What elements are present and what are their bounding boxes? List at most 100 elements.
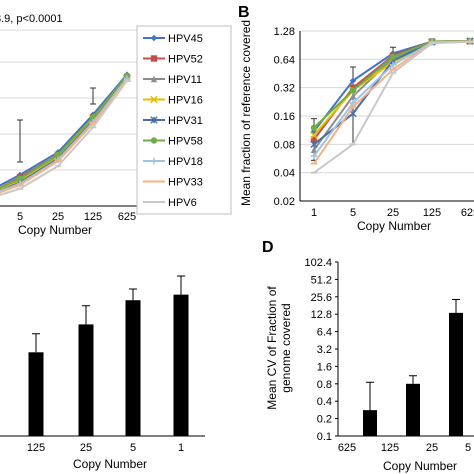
panel-c-error-bar (82, 305, 90, 325)
panel-d: D Mean CV of Fraction of genome covered … (262, 239, 474, 473)
panel-b-series (310, 37, 474, 174)
panel-b-x-tick-1: 1 (311, 207, 317, 219)
panel-d-y-tick-12-8: 12.8 (311, 309, 332, 321)
panel-b-x-tick-625: 625 (461, 207, 474, 219)
panel-a-x-tick-5: 5 (17, 211, 23, 223)
panel-d-y-title-line2: genome covered (279, 303, 293, 392)
panel-b-x-tick-25: 25 (387, 207, 399, 219)
legend-label-hpv58: HPV58 (168, 136, 203, 148)
panel-b-point-hpv11 (310, 146, 318, 153)
panel-b-x-title: Copy Number (357, 219, 431, 233)
panel-b-point-hpv58 (389, 53, 397, 61)
panel-a-x-ticks: 5 25 125 625 (17, 211, 136, 223)
panel-b-point-hpv18 (389, 61, 397, 68)
panel-b-y-title: Mean fraction of reference covered (239, 20, 253, 206)
panel-a-x-tick-125: 125 (84, 211, 102, 223)
panel-b-point-hpv16 (310, 131, 318, 139)
legend-label-hpv11: HPV11 (168, 74, 202, 86)
panel-a-point-hpv58 (16, 175, 24, 182)
panel-a-line-hpv45 (0, 73, 128, 187)
panel-d-y-tick-25-6: 25.6 (311, 292, 332, 304)
legend-marker-hpv58 (150, 137, 158, 144)
panel-d-y-title-line1: Mean CV of Fraction of (265, 286, 279, 410)
legend-marker-hpv31 (150, 116, 158, 124)
panel-d-bar-125 (406, 383, 420, 436)
panel-b-point-hpv45 (349, 77, 357, 84)
legend-label-hpv45: HPV45 (168, 33, 203, 45)
panel-a-error-bar (90, 87, 96, 105)
panel-d-y-tick-102-4: 102.4 (304, 257, 332, 269)
panel-d-y-tick-6-4: 6.4 (317, 327, 332, 339)
panel-d-y-tick-3-2: 3.2 (317, 344, 332, 356)
legend-items: HPV45 HPV52 HPV11 HPV16 HPV31 HPV58 HPV18 HPV33… (143, 33, 203, 209)
panel-a-annotation: 3.9, p<0.0001 (0, 13, 63, 25)
panel-c-x-title: Copy Number (73, 457, 147, 471)
panel-a: 3.9, p<0.0001 5 25 125 625 Copy Number (0, 13, 137, 237)
panel-c-error-bar (32, 333, 40, 353)
panel-b-point-hpv45 (310, 128, 318, 135)
panel-d-error-bar (409, 375, 417, 384)
panel-d-y-tick-0-2: 0.2 (317, 414, 332, 426)
panel-c-x-tick-5: 5 (130, 442, 136, 454)
panel-d-x-tick-5: 5 (465, 442, 471, 454)
panel-c-x-tick-1: 1 (178, 442, 184, 454)
panel-d-y-tick-0-8: 0.8 (317, 379, 332, 391)
panel-c-bar-125 (28, 352, 44, 436)
legend-label-hpv31: HPV31 (168, 115, 203, 127)
panel-a-x-tick-625: 625 (118, 211, 136, 223)
legend-label-hpv18: HPV18 (168, 156, 203, 168)
panel-d-x-tick-125: 125 (381, 442, 399, 454)
panel-c-bar-5 (125, 300, 141, 436)
legend-label-hpv16: HPV16 (168, 95, 203, 107)
legend-label-hpv6: HPV6 (168, 197, 197, 209)
panel-c-x-ticks: 125 25 5 1 (27, 442, 184, 454)
panel-d-error-bar (452, 298, 460, 313)
panel-b-point-hpv11 (349, 92, 357, 100)
panel-b-y-tick-0-04: 0.04 (274, 168, 295, 180)
panel-d-y-tick-51-2: 51.2 (311, 274, 332, 286)
panel-b-point-hpv58 (349, 87, 357, 94)
panel-c-error-bar (129, 288, 137, 301)
panel-b-x-tick-5: 5 (350, 207, 356, 219)
panel-d-y-tick-0-4: 0.4 (317, 396, 332, 408)
panel-a-x-tick-25: 25 (52, 211, 64, 223)
panel-a-error-bar (17, 119, 23, 163)
panel-c-error-bar (177, 275, 185, 295)
panel-a-grid (0, 29, 137, 207)
panel-d-error-bar (366, 381, 374, 411)
panel-b-y-tick-1-28: 1.28 (274, 26, 295, 38)
panel-b-point-hpv18 (349, 99, 357, 107)
panel-b-y-tick-0-02: 0.02 (274, 196, 295, 208)
panel-c-bar-25 (78, 324, 94, 436)
panel-b-point-hpv52 (310, 136, 318, 143)
panel-letter-d: D (262, 239, 274, 256)
panel-d-x-ticks: 625 125 25 5 (338, 442, 471, 454)
panel-c-x-tick-125: 125 (27, 442, 45, 454)
panel-b-point-hpv58 (310, 124, 318, 131)
legend-marker-hpv18 (150, 157, 158, 165)
panel-b-x-tick-125: 125 (423, 207, 441, 219)
panel-c-bars (0, 275, 205, 437)
panel-c-x-tick-25: 25 (80, 442, 92, 454)
panel-b-y-tick-0-08: 0.08 (274, 139, 295, 151)
panel-d-x-title: Copy Number (383, 459, 457, 473)
legend-label-hpv33: HPV33 (168, 177, 203, 189)
panel-d-y-tick-0-1: 0.1 (317, 431, 332, 443)
panel-d-bar-625 (363, 410, 377, 436)
panel-a-series (0, 71, 131, 197)
legend-marker-hpv11 (150, 75, 158, 83)
panel-b-point-hpv31 (310, 140, 318, 149)
panel-b-y-tick-0-16: 0.16 (274, 111, 295, 123)
panel-b-y-tick-0-64: 0.64 (274, 54, 295, 66)
panel-a-x-title: Copy Number (18, 223, 92, 237)
panel-d-bar-25 (449, 312, 463, 436)
panel-b-y-tick-0-32: 0.32 (274, 83, 295, 95)
panel-d-x-tick-25: 25 (426, 442, 438, 454)
panel-a-point-hpv58 (54, 151, 62, 159)
panel-letter-b: B (238, 4, 250, 21)
panel-d-bars (337, 262, 474, 437)
legend-marker-hpv52 (150, 55, 158, 62)
panel-d-x-tick-625: 625 (338, 442, 356, 454)
panel-b-y-ticks: 0.02 0.04 0.08 0.16 0.32 0.64 1.28 (274, 26, 295, 208)
